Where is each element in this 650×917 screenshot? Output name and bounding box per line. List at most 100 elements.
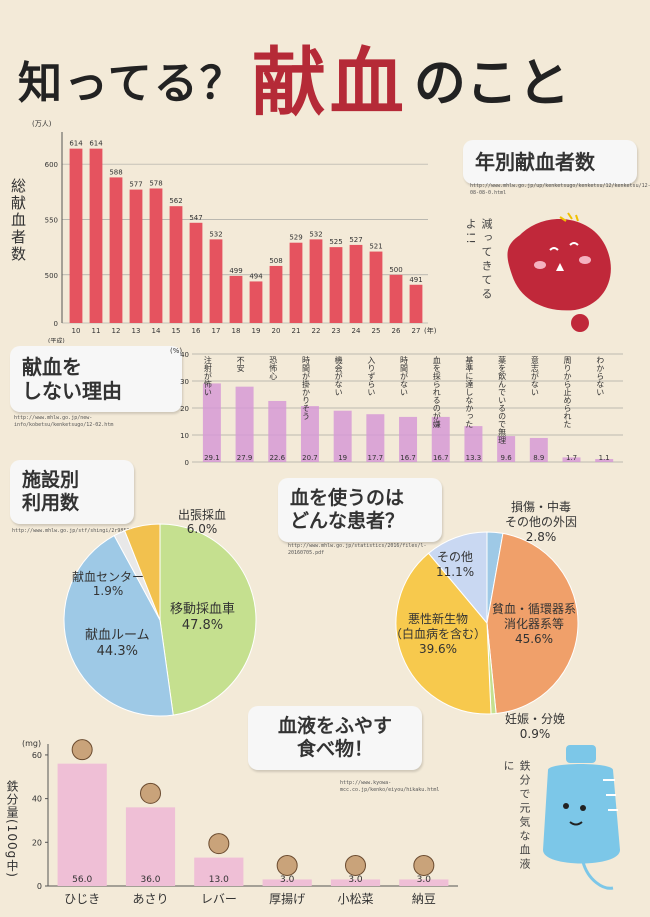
patients-pie-chart [395,531,579,715]
food-ytick: 0 [37,882,42,891]
facility-label-room-name: 献血ルーム [85,628,150,643]
patients-pie-slice [427,531,488,625]
donors-bar [309,239,323,323]
drop-text: 減ってきてるよ!! [464,218,493,302]
patients-label-preg: 妊娠・分娩 0.9% [505,712,565,742]
donors-bar [209,239,223,323]
patients-label-cancer-value: 39.6% [418,642,458,656]
facility-label-room: 献血ルーム 44.3% [85,628,150,659]
reasons-category-label: 周りから止められた [563,356,572,428]
reasons-value-label: 13.3 [466,454,482,462]
reasons-category-label: 時間が掛かりそう [301,356,310,420]
blood-drop-character-icon [507,212,611,332]
donors-bar [409,284,423,323]
facility-pie-chart [63,523,257,717]
patients-label-cancer: 悪性新生物 （白血病を含む） 39.6% [390,612,486,657]
donors-ytick: 0 [54,320,58,328]
food-url: http://www.kyowa-mcc.co.jp/kenko/eiyou/h… [340,780,440,793]
food-ytick: 60 [32,751,42,760]
donors-x-start-unit: (平成) [48,337,65,343]
reasons-bar [399,416,418,462]
donors-bar [349,244,363,323]
reasons-ytick: 10 [180,432,189,440]
title-part3: のこと [413,54,570,114]
donors-bar [149,188,163,323]
reasons-chart: (%) 0 10 20 30 40 29.1 注射が怖い 27.9 不安 22.6 恐怖心 20.7 時間… [170,347,623,467]
reasons-bar [300,406,319,462]
donors-bar [109,177,123,323]
reasons-value-label: 19 [338,454,347,462]
donors-value-label: 521 [369,243,382,251]
food-heading-line1: 血液をふやす [277,715,392,738]
food-item-icon [208,833,230,855]
donors-chart: (万人) 0 500 550 600 614 10 614 11 588 12 577 13 578 14 5… [32,120,437,343]
donors-xtick: 12 [112,327,121,335]
donors-ylabel: 総献血者数 [9,178,27,263]
reasons-bar [366,414,385,462]
donors-bar [389,274,403,323]
reasons-category-label: 時間がない [400,356,409,396]
facility-label-car: 移動採血車 47.8% [170,602,235,633]
reasons-value-label: 20.7 [302,454,318,462]
donors-value-label: 532 [209,230,222,238]
facility-label-trip-value: 6.0% [186,522,218,537]
blood-bag-character-icon [543,745,620,890]
reasons-unit: (%) [170,347,182,355]
food-category-label: 納豆 [412,892,436,906]
bag-text: 鉄分で元気な血液に [502,760,531,872]
donors-bar [89,148,103,323]
reasons-bar [431,416,450,462]
patients-label-anemia-line2: 消化器系等 [504,617,565,631]
reasons-ytick: 20 [180,405,189,413]
reasons-category-label: 入りずらい [367,356,376,396]
food-value-label: 13.0 [209,875,229,885]
food-item-icon [140,782,161,804]
facility-label-trip-name: 出張採血 [178,508,227,522]
donors-heading: 年別献血者数 [463,140,637,184]
reasons-category-label: 血を採られるのが嫌 [432,355,441,429]
reasons-category-label: 不安 [236,356,245,373]
facility-label-room-value: 44.3% [96,643,138,659]
reasons-bar [595,459,614,462]
patients-label-preg-value: 0.9% [519,727,551,741]
donors-bar [329,247,343,323]
food-item-icon [413,854,435,876]
facility-heading-line1: 施設別 [22,469,80,492]
reasons-category-label: 注射が怖い [203,355,212,396]
food-chart: (mg) 0 20 40 60 56.0 ひじき 36.0 あさり 13.0 レバー 3.0 厚揚げ 3.… [22,739,458,906]
donors-xtick: 13 [132,327,141,335]
reasons-url: http://www.mhlw.go.jp/new-info/kobetsu/k… [14,415,114,428]
reasons-bar [333,410,352,462]
food-category-label: 小松菜 [337,892,373,906]
donors-value-label: 578 [149,179,162,187]
reasons-bar [464,426,483,462]
reasons-ytick: 40 [180,351,189,359]
reasons-ytick: 30 [180,378,189,386]
reasons-bar [235,386,254,462]
patients-label-anemia-line1: 貧血・循環器系 [492,602,577,616]
donors-value-label: 494 [249,272,263,280]
reasons-value-label: 16.7 [400,454,416,462]
reasons-heading: 献血を しない理由 [10,346,182,412]
donors-value-label: 577 [129,181,142,189]
patients-label-cancer-line1: 悪性新生物 [408,612,469,626]
donors-value-label: 614 [69,140,83,148]
donors-value-label: 532 [309,230,322,238]
food-value-label: 3.0 [348,875,363,885]
donors-value-label: 547 [189,214,202,222]
facility-label-car-name: 移動採血車 [170,602,236,617]
reasons-category-label: 機会がない [334,355,343,396]
reasons-category-label: わからない [596,356,605,396]
donors-xtick: 17 [212,327,221,335]
donors-ytick: 600 [45,161,58,169]
patients-label-injury-value: 2.8% [525,530,557,544]
patients-pie-slice [395,552,492,715]
food-item-icon [71,739,93,761]
donors-value-label: 614 [89,140,103,148]
donors-value-label: 500 [389,266,402,274]
food-item-icon [276,854,298,876]
food-bar [330,879,381,886]
donors-bar [249,281,263,323]
donors-value-label: 588 [109,168,122,176]
patients-label-injury-line2: その他の外因 [505,515,578,529]
